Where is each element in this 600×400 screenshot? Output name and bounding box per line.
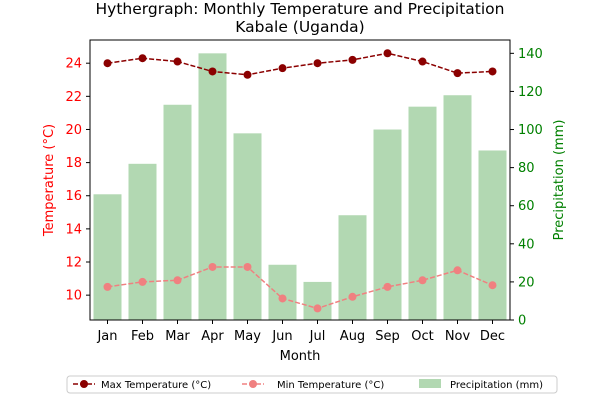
right-tick-label: 120 <box>518 85 543 100</box>
max-temp-line <box>107 52 493 76</box>
max-temp-point <box>243 70 252 79</box>
left-tick-label: 12 <box>65 256 82 271</box>
min-temp-point <box>103 282 112 291</box>
precip-bar <box>233 133 262 320</box>
legend: Max Temperature (°C) Min Temperature (°C… <box>66 375 558 394</box>
precip-bar <box>128 163 157 320</box>
precip-bar <box>198 53 227 320</box>
precip-bar <box>93 194 122 320</box>
left-axis-title: Temperature (°C) <box>42 124 57 237</box>
x-tick-label: Dec <box>480 329 505 344</box>
right-tick-label: 40 <box>518 237 535 252</box>
left-tick-label: 14 <box>65 222 82 237</box>
max-temp-point <box>278 64 287 73</box>
left-tick-label: 24 <box>65 57 82 72</box>
left-tick-label: 18 <box>65 156 82 171</box>
x-tick-label: Oct <box>411 329 433 344</box>
precip-bar <box>373 129 402 320</box>
max-temp-point <box>488 67 497 76</box>
legend-max-label: Max Temperature (°C) <box>101 380 211 391</box>
max-temp-point <box>418 57 427 66</box>
legend-min-marker <box>249 380 257 388</box>
min-temp-point <box>278 294 287 303</box>
temperature-lines <box>103 49 497 313</box>
min-temp-line <box>107 266 493 310</box>
legend-precip-swatch <box>419 379 441 388</box>
min-temp-point <box>173 276 182 285</box>
chart-title: Hythergraph: Monthly Temperature and Pre… <box>96 0 505 18</box>
min-temp-point <box>488 281 497 290</box>
min-temp-point <box>313 304 322 313</box>
left-tick-label: 20 <box>65 123 82 138</box>
right-tick-label: 80 <box>518 161 535 176</box>
max-temp-point <box>453 69 462 78</box>
precip-bar <box>408 106 437 321</box>
x-tick-label: Feb <box>131 329 154 344</box>
right-axis-ticks: 0 20 40 60 80 100 120 140 <box>510 47 543 329</box>
right-tick-label: 0 <box>518 314 526 329</box>
right-tick-label: 140 <box>518 47 543 62</box>
x-tick-label: Nov <box>445 329 471 344</box>
max-temp-point <box>208 67 217 76</box>
legend-precip-label: Precipitation (mm) <box>450 380 543 391</box>
precip-bar <box>303 281 332 320</box>
max-temp-point <box>313 59 322 68</box>
x-tick-label: Jul <box>309 329 326 344</box>
min-temp-point <box>138 277 147 286</box>
precip-bar <box>268 264 297 320</box>
precip-bar <box>338 215 367 320</box>
precip-bar <box>443 95 472 320</box>
left-tick-label: 22 <box>65 90 82 105</box>
plot-frame <box>89 39 511 321</box>
max-temp-point <box>383 49 392 58</box>
x-axis-ticks: Jan Feb Mar Apr May Jun Jul Aug Sep Oct Nov Dec <box>96 320 505 344</box>
legend-max-marker <box>80 380 88 388</box>
max-temp-point <box>103 59 112 68</box>
precip-bar <box>163 104 192 320</box>
right-tick-label: 20 <box>518 275 535 290</box>
precip-bar <box>478 150 507 320</box>
min-temp-point <box>208 262 217 271</box>
max-temp-point <box>138 54 147 63</box>
min-temp-point <box>348 292 357 301</box>
min-temp-point <box>453 266 462 275</box>
right-axis-title: Precipitation (mm) <box>552 120 567 241</box>
max-temp-point <box>348 55 357 64</box>
left-tick-label: 10 <box>65 289 82 304</box>
right-tick-label: 100 <box>518 123 543 138</box>
min-temp-point <box>243 262 252 271</box>
chart-subtitle: Kabale (Uganda) <box>235 18 364 36</box>
x-tick-label: Sep <box>375 329 400 344</box>
x-tick-label: Mar <box>165 329 190 344</box>
x-tick-label: Apr <box>201 329 224 344</box>
x-tick-label: May <box>234 329 261 344</box>
right-tick-label: 60 <box>518 199 535 214</box>
min-temp-point <box>418 276 427 285</box>
legend-min-label: Min Temperature (°C) <box>277 380 384 391</box>
left-axis-ticks: 10 12 14 16 18 20 22 24 <box>65 57 90 304</box>
max-temp-point <box>173 57 182 66</box>
x-tick-label: Aug <box>340 329 365 344</box>
precipitation-bars <box>93 53 507 321</box>
x-axis-title: Month <box>280 349 321 364</box>
min-temp-point <box>383 282 392 291</box>
left-tick-label: 16 <box>65 189 82 204</box>
x-tick-label: Jun <box>271 329 292 344</box>
x-tick-label: Jan <box>96 329 117 344</box>
